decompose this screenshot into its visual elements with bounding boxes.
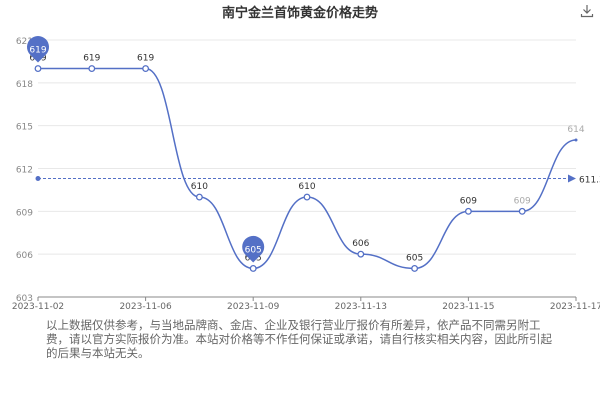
- disclaimer-text: 以上数据仅供参考，与当地品牌商、金店、企业及银行营业厅报价有所差异，依产品不同需…: [46, 318, 552, 360]
- download-icon[interactable]: [580, 4, 594, 18]
- data-point: [195, 193, 203, 201]
- data-point: [34, 65, 42, 73]
- data-label: 619: [137, 54, 154, 64]
- x-tick-label: 2023-11-09: [227, 302, 280, 312]
- average-line-start: [35, 175, 41, 181]
- data-label: 609: [460, 196, 477, 206]
- data-point: [464, 207, 472, 215]
- data-label: 605: [406, 253, 423, 263]
- data-label: 610: [191, 182, 208, 192]
- y-tick-label: 615: [16, 123, 33, 133]
- y-tick-label: 606: [16, 251, 33, 261]
- max-pin-marker-label: 619: [29, 46, 46, 56]
- y-tick-label: 621: [16, 37, 33, 47]
- data-point: [88, 65, 96, 73]
- data-point: [142, 65, 150, 73]
- y-tick-label: 603: [16, 294, 33, 304]
- min-pin-marker: [242, 235, 265, 263]
- max-pin-marker: [27, 36, 49, 63]
- chart-title: 南宁金兰首饰黄金价格走势: [221, 6, 378, 21]
- x-tick-label: 2023-11-13: [335, 302, 387, 312]
- y-tick-label: 618: [16, 80, 33, 90]
- x-tick-label: 2023-11-15: [442, 302, 494, 312]
- data-point: [574, 138, 578, 142]
- data-label: 614: [567, 125, 584, 135]
- data-label: 609: [514, 196, 531, 206]
- data-label: 610: [298, 182, 315, 192]
- data-label: 606: [352, 239, 369, 249]
- data-label: 619: [83, 54, 100, 64]
- average-line-arrow: [568, 174, 576, 183]
- average-line-label: 611.3: [579, 175, 600, 185]
- y-tick-label: 609: [16, 208, 33, 218]
- x-tick-label: 2023-11-06: [119, 302, 172, 312]
- line-chart: 603 606 609 612 615 618 621 2023-11-02 2023-11-0…: [12, 36, 600, 312]
- data-point: [518, 207, 526, 215]
- data-point: [411, 264, 419, 272]
- data-point: [357, 250, 365, 258]
- x-tick-label: 2023-11-02: [12, 302, 64, 312]
- min-pin-marker-label: 605: [245, 245, 262, 255]
- data-point: [249, 264, 257, 272]
- data-point: [303, 193, 311, 201]
- y-tick-label: 612: [16, 166, 33, 176]
- x-tick-label: 2023-11-17: [550, 302, 600, 312]
